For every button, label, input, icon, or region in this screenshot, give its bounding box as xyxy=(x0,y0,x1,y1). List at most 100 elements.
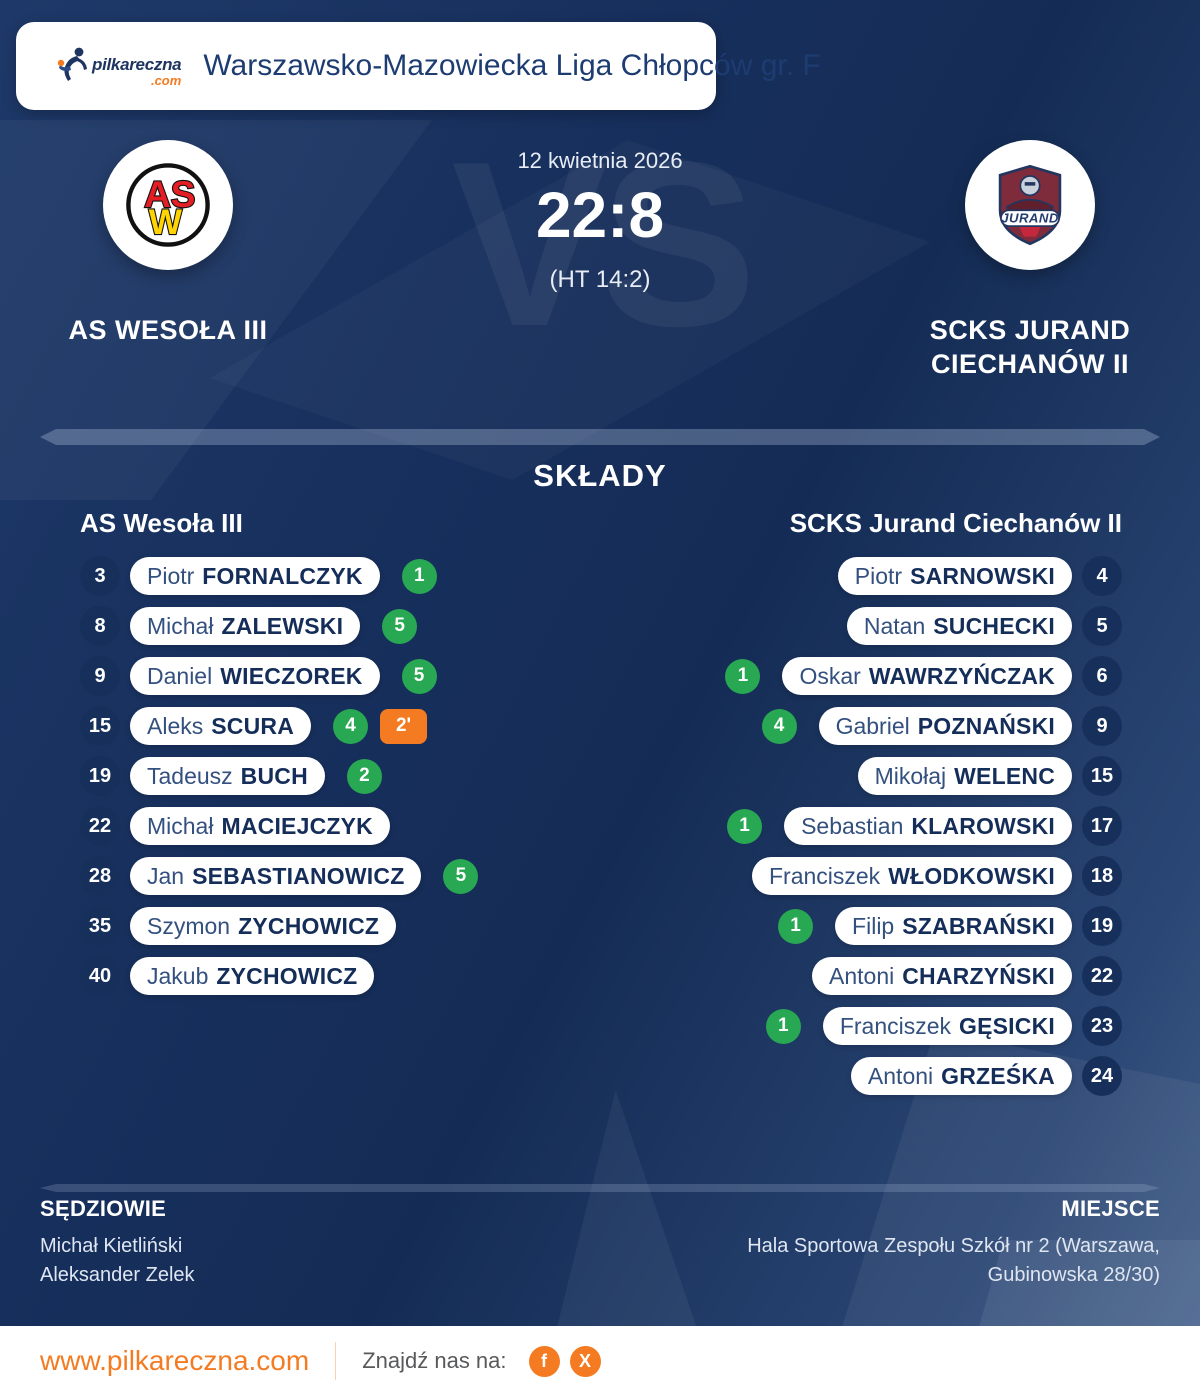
lineups-title: SKŁADY xyxy=(533,458,667,493)
player-last-name: WELENC xyxy=(954,762,1055,789)
venue-heading: MIEJSCE xyxy=(1061,1196,1160,1221)
player-first-name: Szymon xyxy=(147,912,231,939)
player-first-name: Filip xyxy=(852,912,895,939)
asw-crest-icon: AS W xyxy=(126,163,210,247)
player-number: 17 xyxy=(1082,806,1122,846)
player-row: 4 Piotr SARNOWSKI xyxy=(725,556,1122,596)
away-team-block: JURAND SCKS JURAND CIECHANÓW II xyxy=(880,140,1180,382)
player-number: 19 xyxy=(80,756,120,796)
lineups-section: AS Wesoła III 3 Piotr FORNALCZYK 1 8 Mic… xyxy=(80,508,1122,1106)
referees-heading: SĘDZIOWIE xyxy=(40,1196,167,1221)
goals-badge: 1 xyxy=(725,658,761,694)
player-row: 19 Tadeusz BUCH 2 xyxy=(80,756,478,796)
player-name-pill: Mikołaj WELENC xyxy=(857,757,1072,795)
find-us-label: Znajdź nas na: xyxy=(362,1348,507,1373)
website-link[interactable]: www.pilkareczna.com xyxy=(40,1345,310,1376)
halftime-score: (HT 14:2) xyxy=(549,266,651,293)
player-last-name: SARNOWSKI xyxy=(910,562,1055,589)
svg-text:W: W xyxy=(149,203,183,242)
facebook-icon[interactable]: f xyxy=(528,1345,560,1377)
player-first-name: Natan xyxy=(863,612,926,639)
penalty-badge: 2' xyxy=(380,708,428,744)
player-row: 19 Filip SZABRAŃSKI 1 xyxy=(725,906,1122,946)
away-lineup-header: SCKS Jurand Ciechanów II xyxy=(789,508,1122,538)
goals-badge: 5 xyxy=(443,858,479,894)
player-name-pill: Daniel WIECZOREK xyxy=(130,657,380,695)
referee-name: Michał Kietliński xyxy=(40,1235,183,1257)
player-name-pill: Jakub ZYCHOWICZ xyxy=(130,957,375,995)
player-number: 6 xyxy=(1082,656,1122,696)
player-name-pill: Franciszek GĘSICKI xyxy=(822,1007,1072,1045)
player-first-name: Piotr xyxy=(147,562,195,589)
player-first-name: Jakub xyxy=(147,962,209,989)
player-first-name: Franciszek xyxy=(839,1012,952,1039)
player-last-name: ZYCHOWICZ xyxy=(216,962,358,989)
goals-badge: 1 xyxy=(765,1008,801,1044)
player-first-name: Aleks xyxy=(147,712,204,739)
match-score: 22:8 xyxy=(535,179,665,251)
league-title: Warszawsko-Mazowiecka Liga Chłopców gr. … xyxy=(203,49,821,82)
player-number: 9 xyxy=(80,656,120,696)
player-row: 5 Natan SUCHECKI xyxy=(725,606,1122,646)
player-last-name: SUCHECKI xyxy=(933,612,1055,639)
player-last-name: BUCH xyxy=(240,762,308,789)
player-number: 9 xyxy=(1082,706,1122,746)
brand-tld: .com xyxy=(150,73,182,88)
social-icons: f X xyxy=(528,1345,601,1377)
footer-separator xyxy=(335,1342,337,1380)
player-last-name: MACIEJCZYK xyxy=(221,812,373,839)
player-row: 22 Michał MACIEJCZYK xyxy=(80,806,478,846)
player-name-pill: Franciszek WŁODKOWSKI xyxy=(751,857,1072,895)
player-name-pill: Michał MACIEJCZYK xyxy=(130,807,390,845)
player-number: 15 xyxy=(1082,756,1122,796)
player-name-pill: Aleks SCURA xyxy=(130,707,312,745)
away-team-logo: JURAND xyxy=(965,140,1095,270)
player-name-pill: Natan SUCHECKI xyxy=(846,607,1072,645)
brand-name: pilkareczna xyxy=(92,55,182,74)
player-last-name: ZALEWSKI xyxy=(221,612,344,639)
player-last-name: FORNALCZYK xyxy=(202,562,363,589)
player-row: 15 Mikołaj WELENC xyxy=(725,756,1122,796)
player-number: 4 xyxy=(1082,556,1122,596)
venue-block: MIEJSCE Hala Sportowa Zespołu Szkół nr 2… xyxy=(660,1196,1160,1290)
home-player-list: 3 Piotr FORNALCZYK 1 8 Michał ZALEWSKI 5… xyxy=(80,556,479,1006)
player-name-pill: Piotr FORNALCZYK xyxy=(130,557,380,595)
player-last-name: POZNAŃSKI xyxy=(917,712,1055,739)
player-row: 15 Aleks SCURA 4 2' xyxy=(80,706,478,746)
player-number: 3 xyxy=(80,556,120,596)
away-lineup-column: SCKS Jurand Ciechanów II 4 Piotr SARNOWS… xyxy=(622,508,1122,1106)
player-first-name: Tadeusz xyxy=(147,762,233,789)
player-last-name: WIECZOREK xyxy=(220,662,363,689)
player-last-name: GRZEŚKA xyxy=(941,1062,1055,1089)
player-number: 28 xyxy=(80,856,120,896)
match-header: AS W AS WESOŁA III VS 12 kwietnia 2026 2… xyxy=(0,126,1200,400)
score-block: VS 12 kwietnia 2026 22:8 (HT 14:2) xyxy=(400,126,800,361)
goals-badge: 2 xyxy=(346,758,382,794)
player-first-name: Antoni xyxy=(829,962,895,989)
player-row: 24 Antoni GRZEŚKA xyxy=(725,1056,1122,1096)
player-name-pill: Tadeusz BUCH xyxy=(130,757,325,795)
player-row: 9 Gabriel POZNAŃSKI 4 xyxy=(725,706,1122,746)
player-row: 18 Franciszek WŁODKOWSKI xyxy=(725,856,1122,896)
handball-player-icon xyxy=(57,47,87,81)
player-last-name: SZABRAŃSKI xyxy=(902,912,1055,939)
player-row: 40 Jakub ZYCHOWICZ xyxy=(80,956,478,996)
player-first-name: Gabriel xyxy=(835,712,910,739)
x-icon[interactable]: X xyxy=(569,1345,601,1377)
player-last-name: ZYCHOWICZ xyxy=(238,912,380,939)
goals-badge: 1 xyxy=(727,808,763,844)
player-first-name: Franciszek xyxy=(768,862,881,889)
player-last-name: SEBASTIANOWICZ xyxy=(192,862,405,889)
player-number: 5 xyxy=(1082,606,1122,646)
away-team-name: SCKS JURAND CIECHANÓW II xyxy=(929,315,1131,379)
match-date: 12 kwietnia 2026 xyxy=(517,148,683,173)
goals-badge: 1 xyxy=(401,558,437,594)
goals-badge: 5 xyxy=(401,658,437,694)
player-number: 22 xyxy=(1082,956,1122,996)
player-row: 23 Franciszek GĘSICKI 1 xyxy=(725,1006,1122,1046)
match-info-section: SĘDZIOWIE Michał Kietliński Aleksander Z… xyxy=(40,1196,1160,1290)
player-name-pill: Szymon ZYCHOWICZ xyxy=(130,907,397,945)
player-name-pill: Michał ZALEWSKI xyxy=(130,607,361,645)
section-divider xyxy=(40,1184,1160,1192)
